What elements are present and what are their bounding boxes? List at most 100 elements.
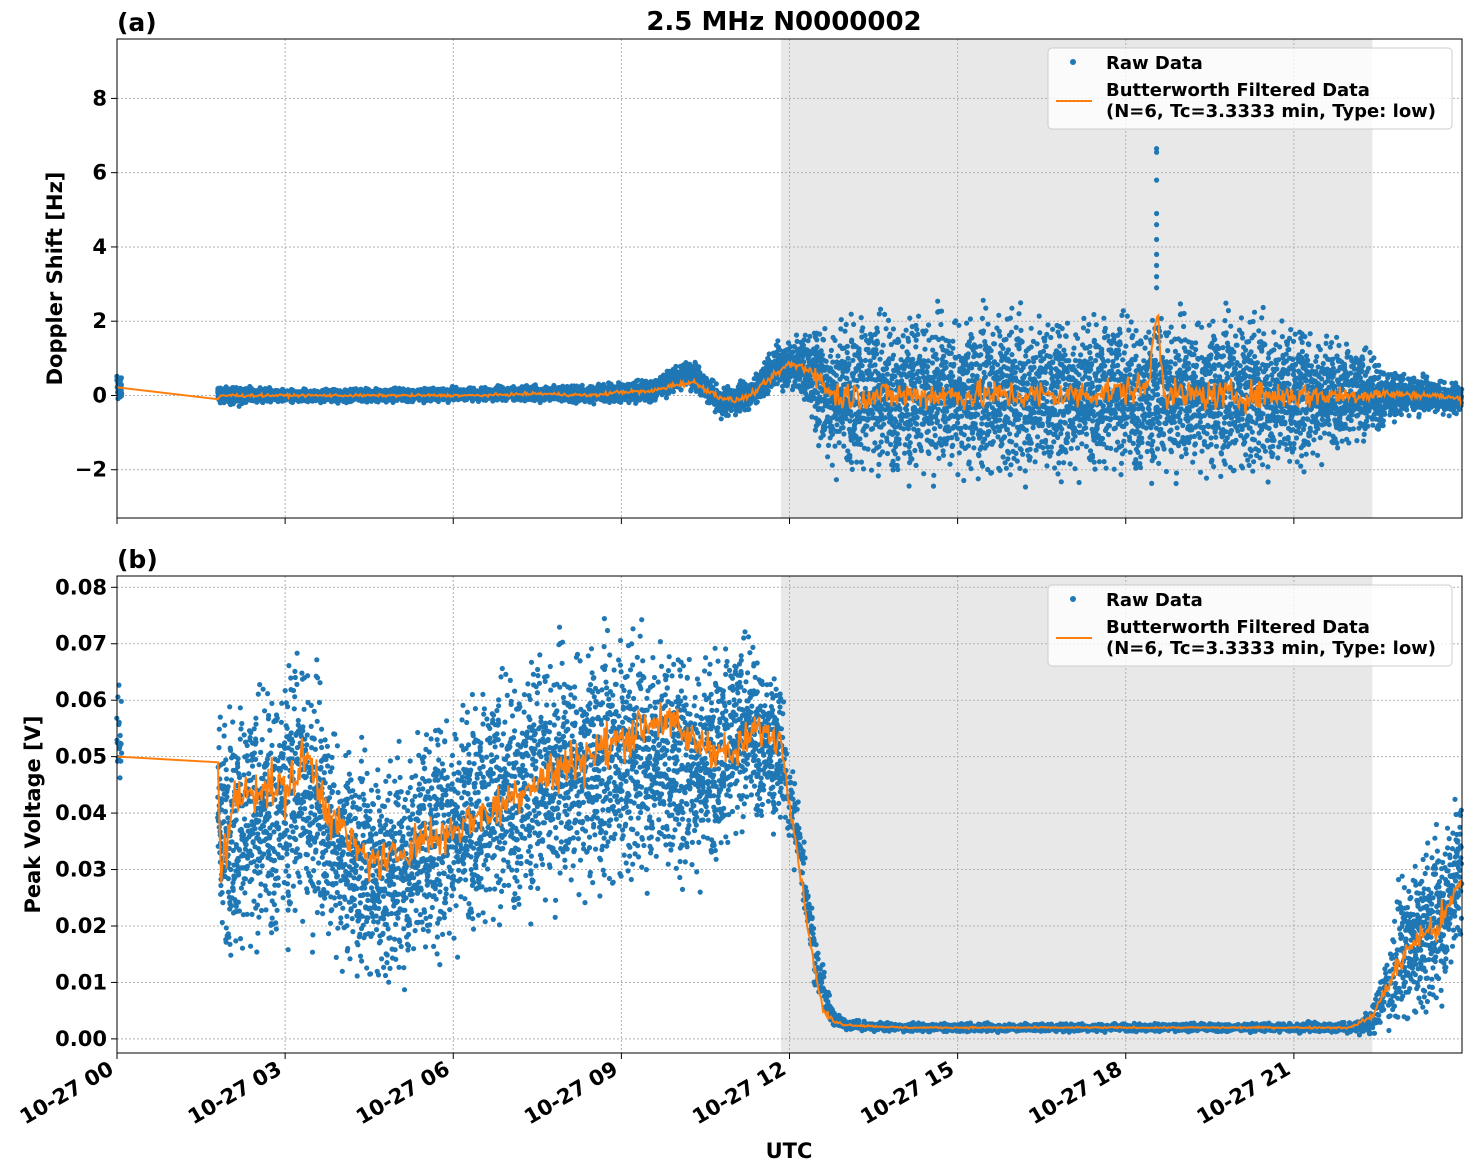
raw-data-point [832, 443, 838, 449]
raw-data-point [796, 376, 803, 382]
raw-data-point [832, 337, 838, 343]
raw-data-point [862, 357, 869, 363]
raw-data-point [896, 436, 902, 442]
raw-data-point [816, 419, 823, 425]
raw-data-point [887, 331, 893, 337]
raw-data-point [902, 450, 908, 456]
raw-data-point [118, 375, 124, 381]
raw-data-point [892, 373, 898, 379]
raw-data-point [884, 371, 891, 377]
raw-data-point [860, 466, 867, 472]
raw-data-point [851, 321, 857, 327]
raw-data-point [883, 365, 890, 372]
raw-data-point [802, 332, 808, 338]
raw-data-point [807, 333, 813, 339]
raw-data-point [876, 444, 882, 450]
raw-data-point [849, 466, 855, 472]
raw-data-point [881, 421, 887, 427]
raw-data-point [713, 381, 719, 387]
raw-data-point [865, 446, 871, 452]
raw-data-point [863, 432, 869, 438]
raw-data-point [854, 459, 860, 465]
raw-data-point [840, 425, 846, 431]
raw-data-point [847, 455, 853, 461]
raw-data-point [900, 333, 906, 339]
raw-data-point [829, 462, 835, 468]
raw-data-point [883, 326, 889, 332]
raw-data-point [780, 388, 786, 394]
raw-data-point [844, 343, 851, 349]
raw-data-point [892, 451, 898, 457]
raw-data-point [823, 358, 829, 364]
raw-data-point [876, 461, 882, 467]
raw-data-point [754, 399, 760, 405]
raw-data-point [819, 352, 826, 358]
raw-data-point [841, 443, 847, 449]
raw-data-point [890, 326, 897, 332]
raw-data-point [874, 340, 881, 346]
raw-data-point [879, 432, 886, 438]
raw-data-point [879, 349, 885, 355]
raw-data-point [843, 321, 849, 328]
raw-data-point [814, 344, 820, 350]
raw-data-point [895, 455, 901, 462]
raw-data-point [880, 342, 886, 348]
raw-data-point [890, 352, 897, 358]
raw-data-point [746, 406, 752, 412]
raw-data-point [862, 385, 869, 391]
raw-data-point [896, 339, 902, 345]
raw-data-point [858, 315, 864, 321]
raw-data-point [793, 332, 800, 338]
raw-data-point [848, 409, 854, 415]
raw-data-point [886, 360, 892, 367]
raw-data-point [895, 466, 901, 473]
raw-data-point [827, 353, 834, 359]
raw-data-point [906, 433, 912, 439]
raw-data-point [820, 432, 826, 438]
raw-data-point [901, 426, 907, 432]
raw-data-point [822, 326, 828, 332]
raw-data-point [814, 337, 820, 343]
raw-data-point [725, 412, 731, 418]
raw-data-point [905, 338, 912, 344]
raw-data-point [836, 440, 842, 446]
raw-data-point [718, 416, 724, 422]
raw-data-point [859, 363, 865, 369]
raw-data-point [875, 473, 881, 479]
raw-data-point [850, 357, 856, 363]
raw-data-point [834, 422, 840, 428]
raw-data-point [833, 477, 840, 483]
raw-data-point [856, 346, 862, 352]
raw-data-point [842, 328, 848, 334]
raw-data-point [872, 362, 878, 368]
raw-data-point [897, 407, 903, 413]
raw-data-point [862, 332, 868, 339]
raw-data-point [885, 317, 892, 323]
raw-data-point [775, 338, 781, 344]
raw-data-point [848, 311, 854, 317]
raw-data-point [874, 351, 880, 357]
raw-data-point [828, 347, 835, 353]
figure-title: 2.5 MHz N0000002 [646, 7, 921, 37]
raw-data-point [905, 351, 911, 357]
raw-data-point [847, 418, 853, 424]
raw-data-point [841, 431, 847, 437]
raw-data-point [732, 412, 739, 418]
raw-data-point [896, 441, 902, 447]
raw-data-point [845, 355, 851, 361]
raw-data-point [864, 423, 870, 429]
raw-data-point [820, 407, 826, 413]
raw-data-point [765, 388, 771, 394]
raw-data-point [838, 317, 844, 323]
raw-data-point [872, 440, 878, 446]
raw-data-point [118, 382, 124, 388]
raw-data-point [876, 311, 882, 317]
raw-data-point [903, 327, 909, 333]
raw-data-point [858, 459, 865, 465]
raw-data-point [829, 431, 836, 437]
raw-data-point [696, 364, 702, 370]
raw-data-point [884, 450, 891, 457]
raw-data-point [878, 306, 884, 312]
raw-data-point [882, 311, 888, 317]
raw-data-point [848, 459, 855, 465]
